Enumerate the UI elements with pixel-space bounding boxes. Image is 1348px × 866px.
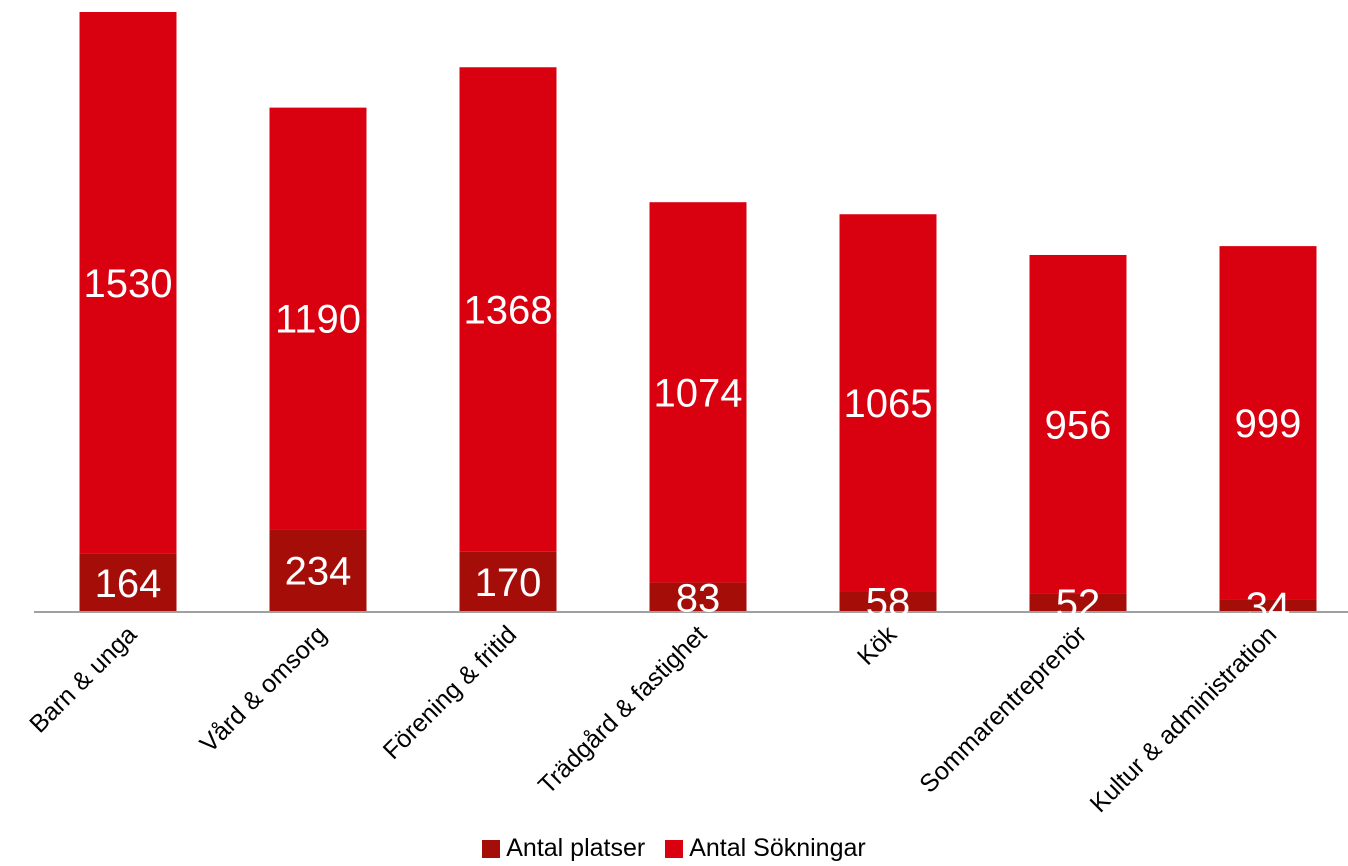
bars-group xyxy=(79,12,1317,612)
data-label-platser: 58 xyxy=(866,581,911,625)
data-label-platser: 34 xyxy=(1246,585,1291,629)
data-label-platser: 170 xyxy=(475,561,542,605)
legend-item-antal-sokningar: Antal Sökningar xyxy=(665,834,866,863)
bar-segment-sokningar xyxy=(1029,254,1127,594)
bar-segment-platser xyxy=(649,582,747,612)
bar-segment-sokningar xyxy=(459,67,557,552)
bar-segment-platser xyxy=(1219,599,1317,612)
legend-item-antal-platser: Antal platser xyxy=(482,834,645,863)
legend-swatch-antal-sokningar xyxy=(665,839,684,858)
legend-label-antal-sokningar: Antal Sökningar xyxy=(689,834,866,862)
data-label-sokningar: 956 xyxy=(1045,403,1112,447)
legend-swatch-antal-platser xyxy=(482,839,501,858)
x-tick-label: Kök xyxy=(852,620,903,671)
data-label-platser: 52 xyxy=(1056,582,1101,626)
data-label-platser: 164 xyxy=(95,562,162,606)
bar-segment-platser xyxy=(839,591,937,612)
x-tick-label: Trädgård & fastighet xyxy=(533,620,712,799)
bar-segment-sokningar xyxy=(649,202,747,583)
data-label-sokningar: 1065 xyxy=(844,382,933,426)
data-labels-group: 164 1530 234 1190 170 1368 83 1074 58 1065 52 956 34… xyxy=(84,262,1302,629)
x-tick-label: Förening & fritid xyxy=(378,620,523,765)
x-tick-label: Kultur & administration xyxy=(1085,620,1283,818)
bar-segment-sokningar xyxy=(79,12,177,554)
bar-segment-sokningar xyxy=(839,214,937,592)
data-label-sokningar: 999 xyxy=(1235,402,1302,446)
data-label-platser: 83 xyxy=(676,576,721,620)
category-labels-group: Barn & unga Vård & omsorg Förening & friti… xyxy=(24,620,1282,818)
data-label-sokningar: 1368 xyxy=(464,289,553,333)
data-label-sokningar: 1530 xyxy=(84,262,173,306)
x-tick-label: Barn & unga xyxy=(24,620,142,738)
bar-segment-platser xyxy=(1029,593,1127,612)
data-label-sokningar: 1074 xyxy=(654,371,743,415)
x-tick-label: Sommarentreprenör xyxy=(914,620,1092,798)
data-label-sokningar: 1190 xyxy=(275,297,361,341)
x-tick-label: Vård & omsorg xyxy=(195,620,333,758)
bar-segment-sokningar xyxy=(1219,246,1317,600)
legend-label-antal-platser: Antal platser xyxy=(506,834,646,862)
bar-segment-platser xyxy=(459,551,557,612)
bar-segment-platser xyxy=(269,529,367,612)
bar-segment-sokningar xyxy=(269,107,367,530)
bar-segment-platser xyxy=(79,553,177,612)
legend: Antal platser Antal Sökningar xyxy=(0,834,1348,863)
data-label-platser: 234 xyxy=(285,550,352,594)
